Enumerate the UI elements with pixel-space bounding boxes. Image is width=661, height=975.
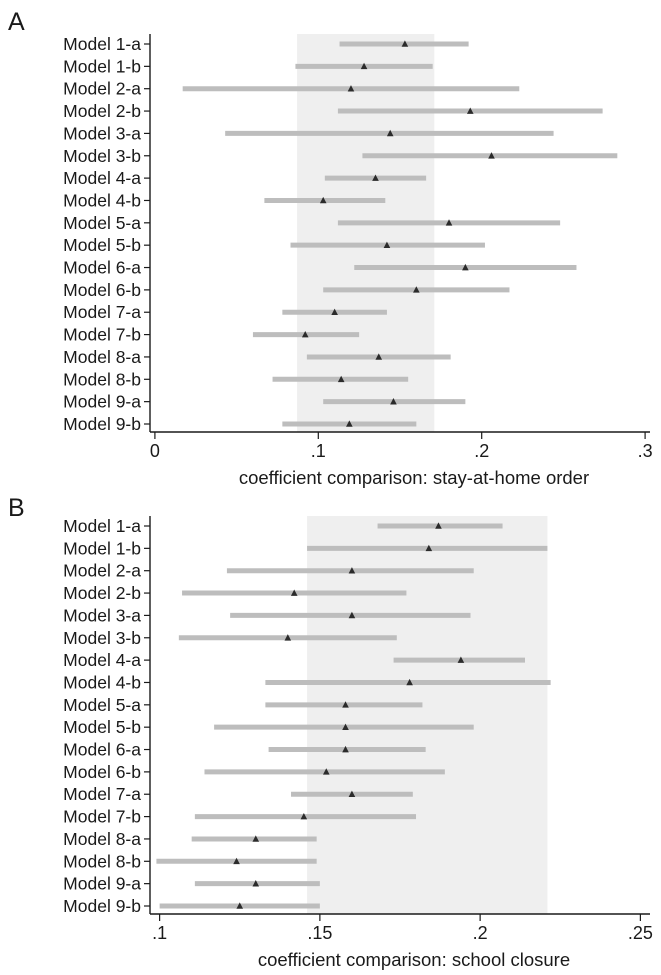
estimate-marker <box>386 129 394 137</box>
category-label: Model 1-a <box>63 516 141 536</box>
estimate-marker <box>462 263 469 271</box>
category-label: Model 5-b <box>63 235 141 255</box>
category-label: Model 1-a <box>63 34 141 54</box>
estimate-marker <box>331 308 338 316</box>
estimate-marker <box>435 522 442 529</box>
category-label: Model 7-b <box>63 325 141 345</box>
estimate-marker <box>488 152 495 159</box>
estimate-marker <box>457 656 465 663</box>
estimate-marker <box>342 745 349 753</box>
category-label: Model 2-a <box>63 561 141 581</box>
estimate-marker <box>319 196 327 204</box>
estimate-marker <box>348 611 356 619</box>
category-label: Model 5-a <box>63 695 141 715</box>
category-label: Model 8-b <box>63 369 141 389</box>
category-label: Model 1-b <box>63 56 141 76</box>
estimate-marker <box>322 768 330 775</box>
category-label: Model 8-a <box>63 347 141 367</box>
category-label: Model 4-a <box>63 650 141 670</box>
category-label: Model 2-b <box>63 583 141 603</box>
category-label: Model 6-b <box>63 280 141 300</box>
category-label: Model 9-a <box>63 392 141 412</box>
x-tick-label: .15 <box>307 923 332 943</box>
estimate-marker <box>300 812 308 820</box>
estimate-marker <box>383 241 391 248</box>
x-tick-label: .1 <box>311 441 326 461</box>
x-tick-label: .1 <box>152 923 167 943</box>
category-label: Model 2-a <box>63 79 141 99</box>
estimate-marker <box>360 62 368 70</box>
category-label: Model 3-a <box>63 123 141 143</box>
category-label: Model 9-b <box>63 896 141 916</box>
estimate-marker <box>252 835 260 842</box>
estimate-marker <box>390 398 397 405</box>
category-label: Model 4-a <box>63 168 141 188</box>
category-label: Model 9-b <box>63 414 141 434</box>
reference-band <box>307 516 548 914</box>
x-axis-title: coefficient comparison: stay-at-home ord… <box>239 467 589 488</box>
category-label: Model 5-b <box>63 717 141 737</box>
estimate-marker <box>348 567 356 574</box>
category-label: Model 6-a <box>63 740 141 760</box>
estimate-marker <box>425 544 433 552</box>
estimate-marker <box>372 174 379 181</box>
estimate-marker <box>401 40 409 47</box>
category-label: Model 2-b <box>63 101 141 121</box>
x-tick-label: 0 <box>150 441 160 461</box>
panel-letter: A <box>8 8 25 36</box>
estimate-marker <box>252 880 260 887</box>
estimate-marker <box>347 85 355 92</box>
estimate-marker <box>342 701 349 708</box>
category-label: Model 1-b <box>63 538 141 558</box>
panel-letter: B <box>8 494 25 522</box>
estimate-marker <box>290 589 298 596</box>
x-tick-label: .3 <box>638 441 653 461</box>
category-label: Model 7-a <box>63 784 141 804</box>
estimate-marker <box>413 286 420 293</box>
category-label: Model 3-a <box>63 605 141 625</box>
category-label: Model 5-a <box>63 213 141 233</box>
x-tick-label: .2 <box>474 441 489 461</box>
category-label: Model 3-b <box>63 146 141 166</box>
category-label: Model 7-a <box>63 302 141 322</box>
estimate-marker <box>375 353 383 360</box>
reference-band <box>297 34 435 432</box>
estimate-marker <box>301 330 309 338</box>
category-label: Model 8-b <box>63 851 141 871</box>
estimate-marker <box>233 857 240 865</box>
estimate-marker <box>406 678 413 686</box>
category-label: Model 4-b <box>63 190 141 210</box>
estimate-marker <box>346 420 353 427</box>
estimate-marker <box>337 375 345 383</box>
estimate-marker <box>284 634 292 641</box>
category-label: Model 8-a <box>63 829 141 849</box>
category-label: Model 3-b <box>63 628 141 648</box>
estimate-marker <box>342 723 349 730</box>
category-label: Model 6-b <box>63 762 141 782</box>
x-tick-label: .2 <box>473 923 488 943</box>
estimate-marker <box>445 219 453 226</box>
category-label: Model 9-a <box>63 874 141 894</box>
estimate-marker <box>236 902 244 909</box>
category-label: Model 7-b <box>63 807 141 827</box>
x-tick-label: .25 <box>628 923 653 943</box>
estimate-marker <box>466 107 474 114</box>
category-label: Model 6-a <box>63 258 141 278</box>
category-label: Model 4-b <box>63 672 141 692</box>
x-axis-title: coefficient comparison: school closure <box>258 949 570 970</box>
estimate-marker <box>348 790 356 798</box>
